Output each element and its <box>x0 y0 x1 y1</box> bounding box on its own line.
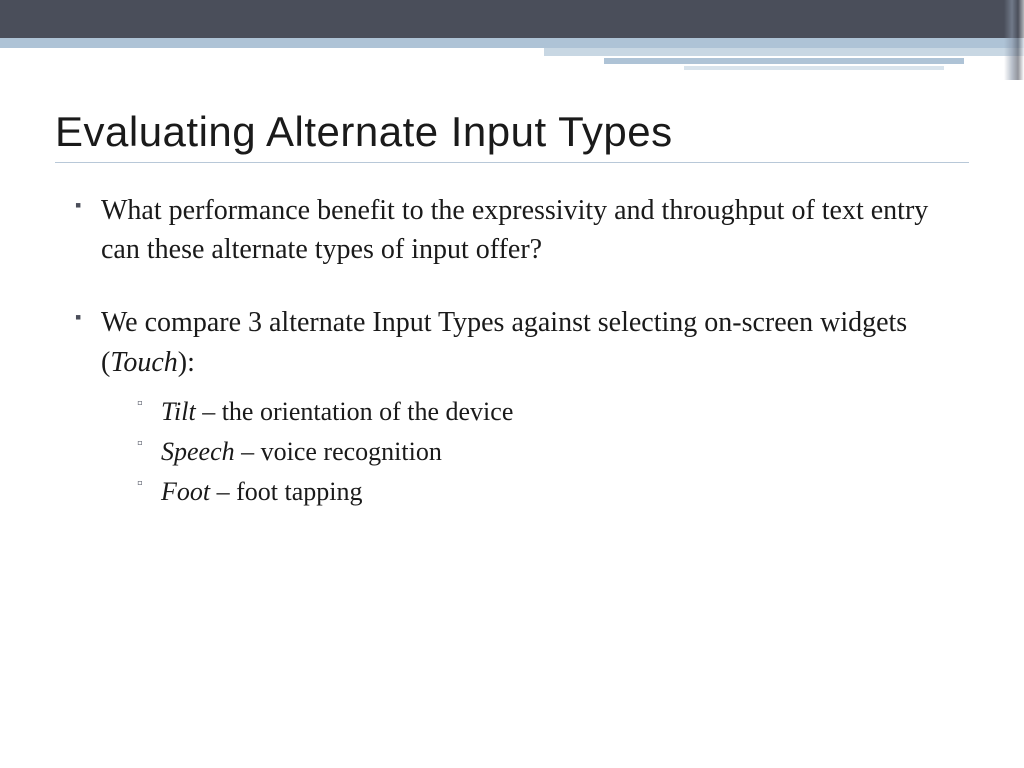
bullet-item: We compare 3 alternate Input Types again… <box>75 303 969 512</box>
bullet-list: What performance benefit to the expressi… <box>55 191 969 513</box>
sub-bullet-list: Tilt – the orientation of the device Spe… <box>101 392 969 513</box>
header-bar-light <box>0 38 1024 48</box>
sub-bullet-item: Speech – voice recognition <box>137 432 969 472</box>
bullet-text-suffix: ): <box>178 347 195 378</box>
bullet-text-prefix: We compare 3 alternate Input Types again… <box>101 307 907 377</box>
header-edge-fade <box>1004 0 1024 80</box>
sub-bullet-item: Foot – foot tapping <box>137 472 969 512</box>
sub-term: Speech <box>161 437 235 466</box>
header-bar-dark <box>0 0 1024 38</box>
sub-desc: – foot tapping <box>210 477 362 506</box>
sub-desc: – voice recognition <box>235 437 442 466</box>
bullet-text-emph: Touch <box>110 347 177 378</box>
sub-term: Tilt <box>161 397 196 426</box>
bullet-text: What performance benefit to the expressi… <box>101 195 928 265</box>
sub-term: Foot <box>161 477 210 506</box>
sub-desc: – the orientation of the device <box>196 397 514 426</box>
slide-content: Evaluating Alternate Input Types What pe… <box>0 48 1024 513</box>
slide-title: Evaluating Alternate Input Types <box>55 108 969 163</box>
bullet-item: What performance benefit to the expressi… <box>75 191 969 269</box>
header-accent-strips <box>544 48 1024 78</box>
sub-bullet-item: Tilt – the orientation of the device <box>137 392 969 432</box>
